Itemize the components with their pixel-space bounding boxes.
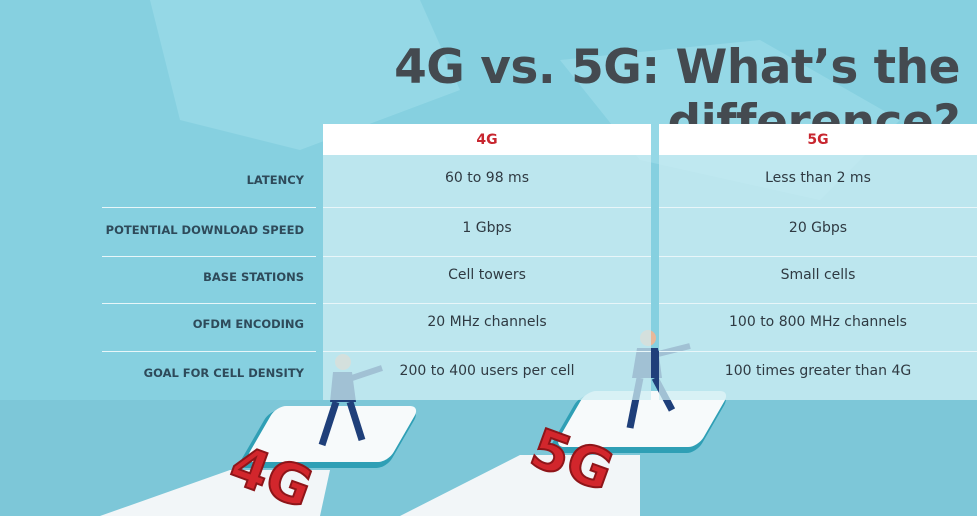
row-separator <box>659 303 977 304</box>
cell: 100 times greater than 4G <box>724 363 912 379</box>
cell: Cell towers <box>448 267 526 283</box>
row-separator <box>659 256 977 257</box>
row-separator <box>102 256 316 257</box>
column-header: 4G <box>323 124 651 155</box>
cell: Small cells <box>780 267 856 283</box>
cell: Less than 2 ms <box>765 170 871 186</box>
cell: 20 MHz channels <box>427 314 547 330</box>
column-bg <box>323 124 651 400</box>
road <box>400 455 640 516</box>
cell: 20 Gbps <box>788 220 848 236</box>
row-separator <box>102 303 316 304</box>
map-shape <box>150 0 460 150</box>
cell: 200 to 400 users per cell <box>399 363 575 379</box>
row-separator <box>102 207 316 208</box>
phone <box>240 406 417 468</box>
cell: 100 to 800 MHz channels <box>729 314 907 330</box>
column-bg <box>659 124 977 400</box>
road <box>100 470 330 516</box>
cell: 60 to 98 ms <box>445 170 529 186</box>
row-label: BASE STATIONS <box>203 270 304 284</box>
row-label: LATENCY <box>246 173 304 187</box>
phone <box>550 391 727 453</box>
row-label: OFDM ENCODING <box>192 317 304 331</box>
row-label: POTENTIAL DOWNLOAD SPEED <box>105 223 304 237</box>
row-label: GOAL FOR CELL DENSITY <box>143 366 304 380</box>
row-separator <box>323 351 651 352</box>
column-header: 5G <box>659 124 977 155</box>
row-separator <box>659 207 977 208</box>
row-separator <box>323 256 651 257</box>
cell: 1 Gbps <box>462 220 512 236</box>
row-separator <box>323 207 651 208</box>
row-separator <box>659 351 977 352</box>
row-separator <box>323 303 651 304</box>
row-separator <box>102 351 316 352</box>
